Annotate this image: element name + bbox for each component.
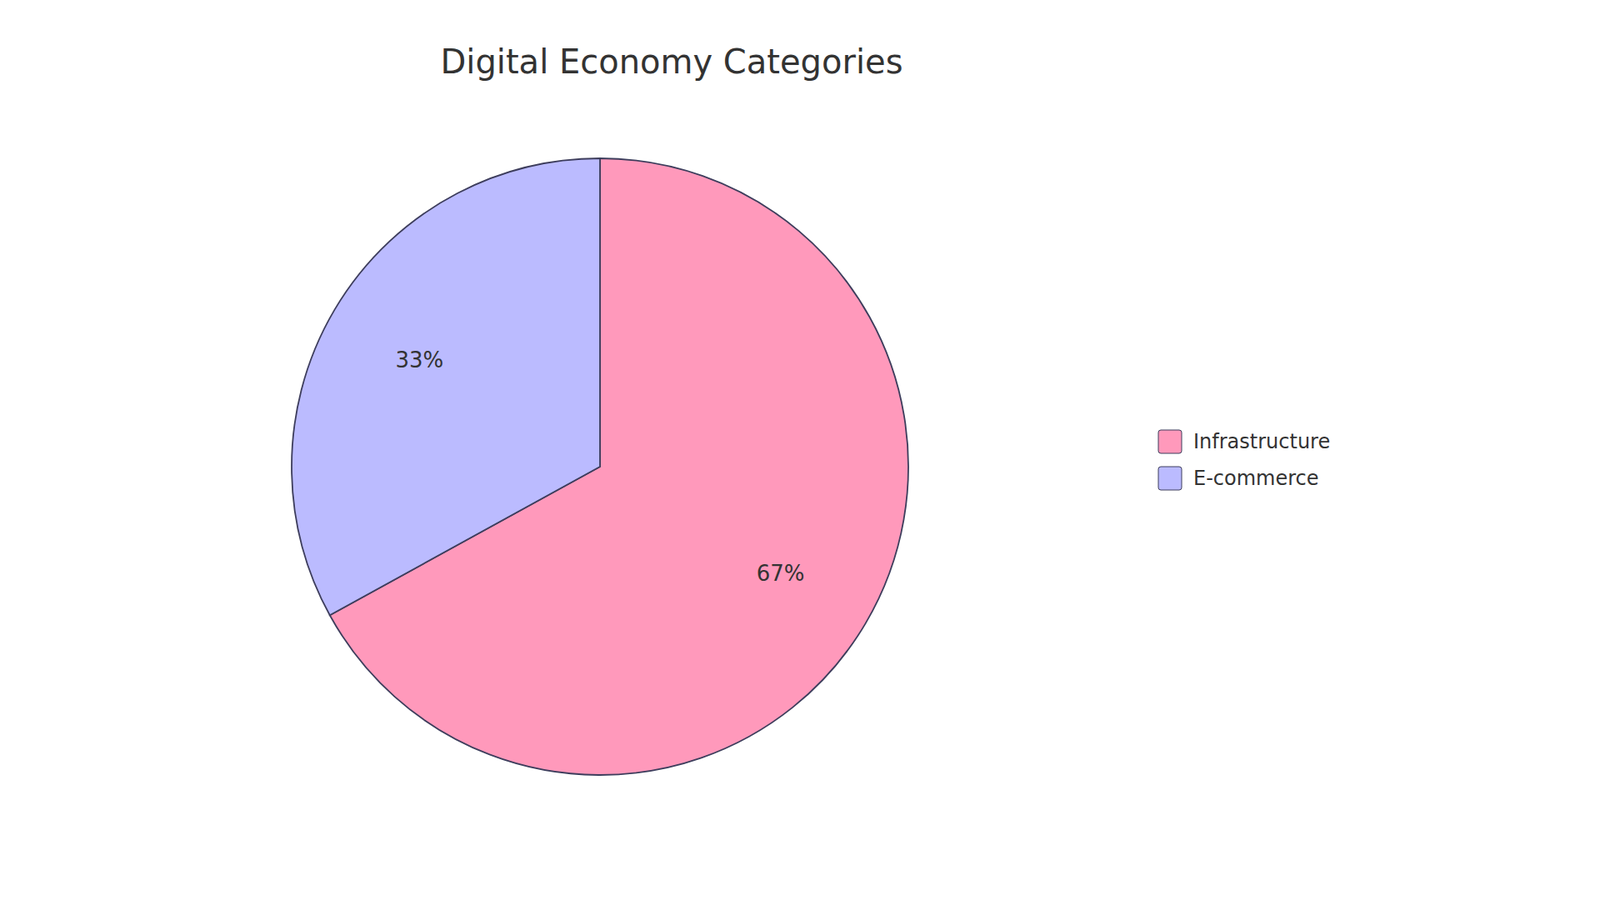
data-labels: 67% 33% (395, 347, 805, 586)
legend-label: E-commerce (1193, 466, 1320, 490)
legend-label: Infrastructure (1193, 430, 1330, 454)
chart: Digital Economy Categories 67% 33% Infrastr… (0, 0, 1600, 900)
legend: Infrastructure E-commerce (1158, 430, 1330, 490)
slices (291, 158, 909, 775)
data-label: 33% (395, 347, 445, 373)
data-label: 67% (756, 560, 805, 586)
slice (291, 158, 600, 615)
legend-swatch (1158, 466, 1182, 490)
title: Digital Economy Categories (440, 42, 904, 81)
chart-container: Digital Economy Categories 67% 33% Infrastr… (0, 0, 1600, 900)
legend-swatch (1158, 430, 1182, 454)
background (0, 0, 1600, 900)
